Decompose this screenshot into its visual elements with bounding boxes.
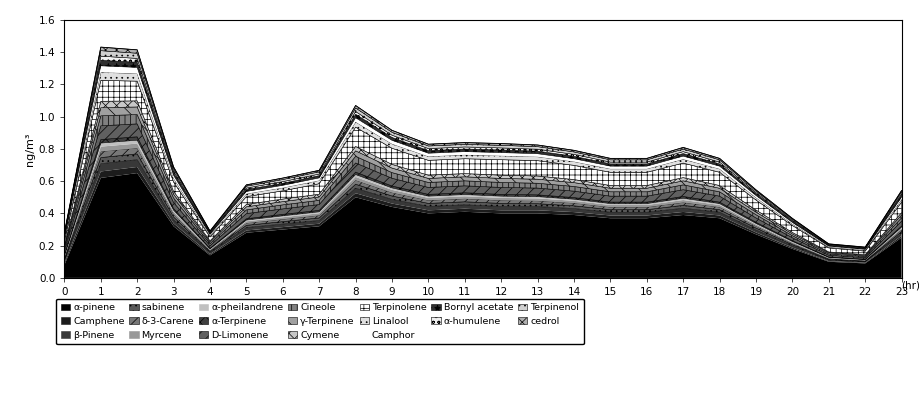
Y-axis label: ng/m³: ng/m³ [25,132,35,166]
Text: (hr): (hr) [901,280,919,291]
Legend: α-pinene, Camphene, β-Pinene, sabinene, δ-3-Carene, Myrcene, α-pheilandrene, α-T: α-pinene, Camphene, β-Pinene, sabinene, … [56,299,583,345]
